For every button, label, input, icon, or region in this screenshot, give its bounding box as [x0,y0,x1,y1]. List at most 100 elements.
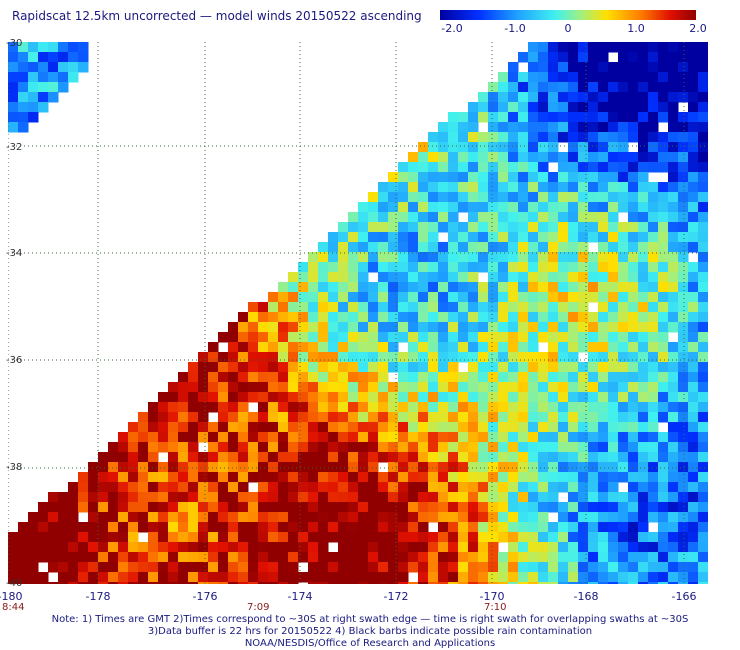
wind-cell [428,542,439,553]
wind-cell [48,82,59,93]
wind-cell [608,262,619,273]
wind-cell [198,512,209,523]
wind-cell [538,422,549,433]
wind-cell [88,572,99,583]
wind-cell [358,272,369,283]
wind-cell [258,332,269,343]
wind-cell [98,582,109,584]
wind-cell [688,232,699,243]
wind-cell [368,542,379,553]
wind-cell [618,272,629,283]
wind-cell [218,382,229,393]
wind-cell [148,402,159,413]
wind-cell [348,342,359,353]
wind-cell [468,562,479,573]
wind-cell [678,392,689,403]
wind-cell [308,512,319,523]
wind-cell [38,552,49,563]
wind-cell [598,192,609,203]
wind-cell [508,542,519,553]
wind-cell [208,452,219,463]
wind-cell [578,52,589,63]
wind-cell [248,302,259,313]
wind-cell [678,452,689,463]
wind-cell [448,192,459,203]
wind-cell [528,372,539,383]
wind-cell [428,462,439,473]
wind-cell [558,132,569,143]
wind-cell [568,542,579,553]
wind-cell [508,482,519,493]
wind-cell [278,342,289,353]
wind-cell [568,472,579,483]
wind-cell [418,362,429,373]
wind-cell [648,472,659,483]
wind-cell [398,172,409,183]
wind-cell [698,172,708,183]
wind-cell [298,332,309,343]
wind-cell [278,322,289,333]
wind-cell [508,292,519,303]
wind-cell [698,182,708,193]
wind-cell [438,132,449,143]
wind-cell [328,362,339,373]
wind-cell [498,282,509,293]
wind-cell [508,382,519,393]
wind-cell [408,392,419,403]
wind-cell [298,552,309,563]
wind-cell [578,192,589,203]
wind-cell [508,182,519,193]
wind-cell [178,382,189,393]
wind-cell [318,312,329,323]
wind-cell [518,252,529,263]
wind-cell [658,282,669,293]
wind-cell [408,482,419,493]
wind-cell [688,472,699,483]
wind-cell [648,442,659,453]
wind-cell [168,532,179,543]
wind-cell [698,582,708,584]
wind-cell [388,582,399,584]
wind-cell [488,232,499,243]
wind-cell [668,232,679,243]
wind-cell [68,532,79,543]
wind-cell [328,462,339,473]
wind-cell [248,312,259,323]
wind-cell [628,52,639,63]
wind-cell [548,352,559,363]
wind-cell [338,312,349,323]
wind-cell [628,532,639,543]
wind-cell [178,372,189,383]
wind-cell [278,482,289,493]
wind-cell [548,562,559,573]
wind-cell [548,332,559,343]
wind-cell [618,322,629,333]
wind-cell [438,562,449,573]
wind-cell [458,462,469,473]
wind-cell [558,62,569,73]
wind-cell [398,472,409,483]
wind-cell [548,42,559,53]
wind-cell [368,412,379,423]
wind-cell [588,52,599,63]
wind-cell [538,322,549,333]
wind-cell [328,242,339,253]
wind-cell [658,52,669,63]
wind-cell [418,162,429,173]
wind-cell [668,182,679,193]
wind-cell [588,222,599,233]
wind-cell [638,342,649,353]
wind-cell [428,382,439,393]
wind-cell [658,552,669,563]
wind-cell [378,182,389,193]
wind-cell [588,182,599,193]
wind-cell [318,342,329,353]
wind-cell [328,582,339,584]
wind-cell [428,142,439,153]
wind-cell [568,372,579,383]
wind-cell [348,472,359,483]
wind-cell [148,452,159,463]
wind-cell [618,82,629,93]
wind-cell [588,172,599,183]
wind-cell [588,572,599,583]
